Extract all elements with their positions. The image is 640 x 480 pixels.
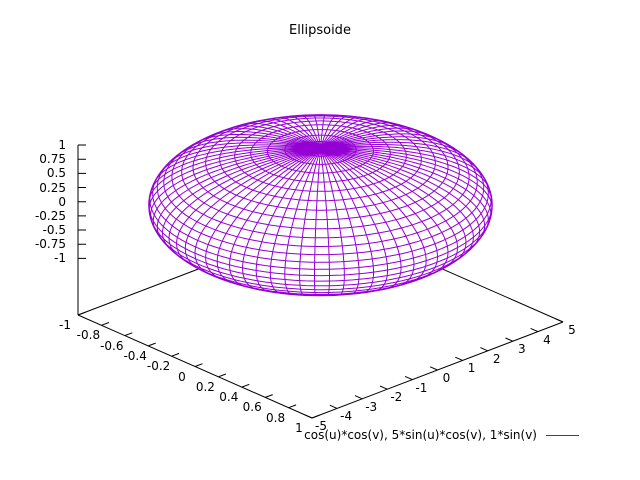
y-tick-label: -4 xyxy=(340,409,353,424)
z-tick-label: 1 xyxy=(58,138,66,153)
z-tick-label: 0.5 xyxy=(46,166,66,181)
x-tick-label: -0.4 xyxy=(123,348,147,363)
z-tick-label: -1 xyxy=(54,251,66,266)
y-tick-label: 5 xyxy=(568,323,576,338)
x-tick-label: -1 xyxy=(59,318,71,333)
x-tick-label: 0.6 xyxy=(242,400,262,415)
z-tick-label: -0.5 xyxy=(42,223,66,238)
y-tick-label: -5 xyxy=(315,419,327,434)
z-tick-label: -0.25 xyxy=(34,208,66,223)
plot-title: Ellipsoide xyxy=(289,23,351,38)
z-tick-label: -0.75 xyxy=(34,237,66,252)
y-tick-label: 4 xyxy=(543,332,551,347)
x-tick-label: 0.8 xyxy=(266,410,286,425)
z-tick-label: 0.25 xyxy=(39,180,66,195)
x-tick-label: -0.6 xyxy=(100,338,124,353)
y-tick-label: 1 xyxy=(467,361,476,376)
x-tick-label: -0.8 xyxy=(76,328,101,343)
y-tick-label: -1 xyxy=(415,380,428,395)
surface-wireframe-meridians xyxy=(148,114,493,296)
axis-ticks xyxy=(77,144,564,419)
y-tick-label: 3 xyxy=(517,342,526,357)
y-tick-label: -3 xyxy=(365,399,378,414)
x-tick-label: 1 xyxy=(295,421,303,436)
x-tick-label: -0.2 xyxy=(146,359,171,374)
base-back-edge-left xyxy=(77,268,199,316)
x-tick-label: 0.2 xyxy=(195,379,215,394)
z-tick-label: 0.75 xyxy=(39,152,66,167)
y-tick-label: -2 xyxy=(390,390,403,405)
x-tick-label: 0.4 xyxy=(219,390,239,405)
base-back-edge-right xyxy=(441,268,564,323)
legend-label: cos(u)*cos(v), 5*sin(u)*cos(v), 1*sin(v) xyxy=(304,428,537,442)
y-tick-label: 2 xyxy=(492,351,501,366)
x-tick-label: 0 xyxy=(178,369,186,384)
z-tick-label: 0 xyxy=(58,194,66,209)
y-tick-label: 0 xyxy=(442,371,451,386)
legend-line-sample xyxy=(546,435,579,436)
